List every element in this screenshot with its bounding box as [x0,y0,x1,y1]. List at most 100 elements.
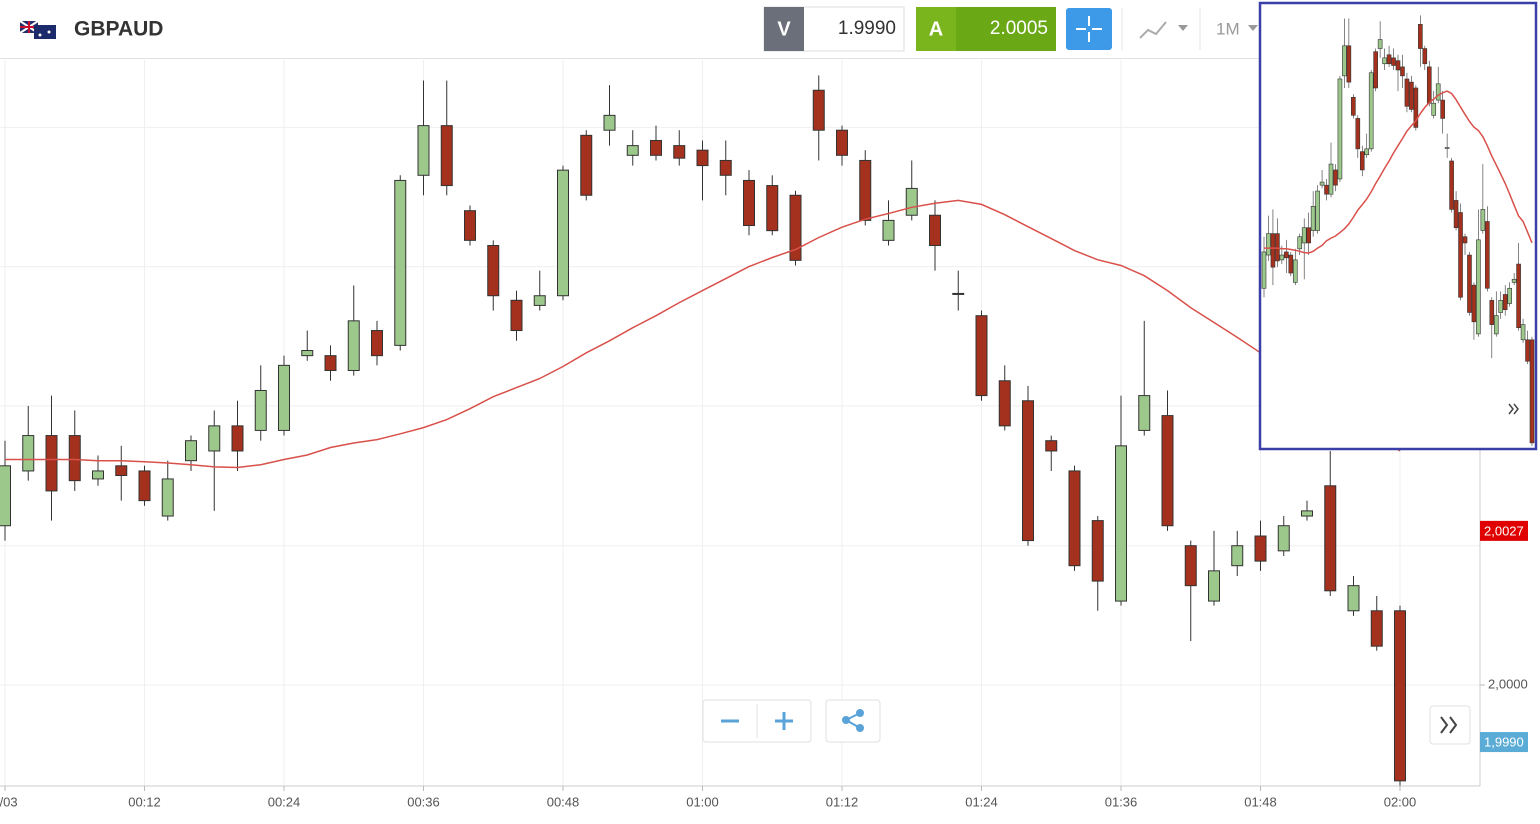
candle-body [1310,205,1316,231]
share-button[interactable] [825,699,881,743]
x-tick-label: 00:12 [128,794,161,809]
candle-body [1342,45,1347,77]
candle-body [1400,66,1405,77]
x-tick-label: 00:48 [547,794,580,809]
inset-expand[interactable] [1501,398,1527,420]
candle-body [1364,148,1370,156]
candle-body [68,435,81,482]
zoom-in[interactable] [775,712,793,730]
candle-body [1351,97,1356,116]
candle-body [1068,470,1081,567]
x-tick-label: 01:00 [686,794,719,809]
candle-body [1315,190,1320,231]
candle-body [1270,233,1276,268]
candle-body [1458,212,1463,298]
candle-body [185,440,197,462]
candle-body [1022,400,1034,542]
candle-body [580,134,593,196]
x-tick-label: 7/03 [0,794,18,809]
candle-body [1266,233,1271,256]
candle-body [464,210,476,241]
candle-body [1391,57,1396,66]
candle-body [1297,236,1303,250]
candle-body [1440,99,1445,119]
candle-body [1395,60,1401,71]
candle-body [1413,87,1419,128]
candle-body [603,114,616,131]
candle-body [1431,102,1437,116]
candle-body [1231,545,1244,567]
candle-body [1516,263,1521,328]
candle-body [1426,66,1432,104]
candle-body [859,159,872,221]
candle-body [1292,259,1298,283]
candle-body [743,179,755,227]
candle-body [1489,300,1495,325]
candle-body [673,145,686,159]
candle-body [1359,151,1365,171]
timeframe[interactable]: 1M [1216,19,1240,38]
candle-body [1301,510,1313,517]
candle-body [45,435,58,492]
candle-body [278,364,290,431]
x-tick-label: 00:24 [268,794,301,809]
price-tag [1480,732,1528,753]
x-tick-label: 01:48 [1244,794,1277,809]
price-tag [1480,520,1528,541]
scroll-end-button[interactable] [1429,705,1471,745]
candle-body [882,219,895,241]
candle-body [115,465,128,477]
candle-body [371,330,383,357]
candle-body [1333,169,1338,186]
candle-body [92,470,104,480]
candle-body [1261,251,1267,289]
candle-body [719,159,732,176]
chart-type-icon[interactable] [1139,21,1167,39]
moving-average [1264,90,1533,254]
candle-body [301,350,314,357]
candle-body [254,389,267,431]
inset-expand-icon [1508,403,1519,415]
candle-body [417,125,430,176]
candle-body [1418,24,1423,49]
candle-body [1377,39,1383,49]
candle-body [1382,57,1387,65]
candle-body [394,179,407,346]
candle-body [1208,570,1220,602]
candle-body [1507,287,1512,304]
sell-label: V [777,18,791,40]
x-tick-label: 01:36 [1105,794,1138,809]
candle-body [138,470,151,502]
candle-body [161,478,174,517]
inset-frame [1258,1,1538,451]
candle-body [1346,45,1352,83]
inset-bg [1260,3,1540,449]
symbol: GBPAUD [74,18,163,41]
candle-body [440,125,453,187]
candle-body [1485,221,1490,289]
candle-body [1449,160,1454,210]
candle-body [905,187,918,216]
crosshair-button[interactable] [1066,8,1112,50]
x-tick-label: 01:24 [965,794,998,809]
buy-price: 2.0005 [990,18,1048,39]
candle-body [1115,445,1127,602]
candle-body [1394,610,1406,782]
candle-body [1355,118,1361,150]
sell-label-bg [764,7,804,51]
dropdown-arrow [1178,25,1188,31]
x-tick-label: 02:00 [1384,794,1417,809]
candle-body [1480,209,1486,231]
candle-body [557,169,569,297]
candle-body [1288,254,1294,274]
candle-body [1319,181,1325,186]
candle-body [533,295,546,306]
share-icon [842,709,864,732]
candle-body [1161,415,1174,527]
candle-body [1091,520,1104,582]
candle-body [1520,324,1526,341]
plot [0,60,1480,786]
candle-body [1045,440,1058,452]
candle-body [324,355,337,371]
candle-body [0,465,11,527]
